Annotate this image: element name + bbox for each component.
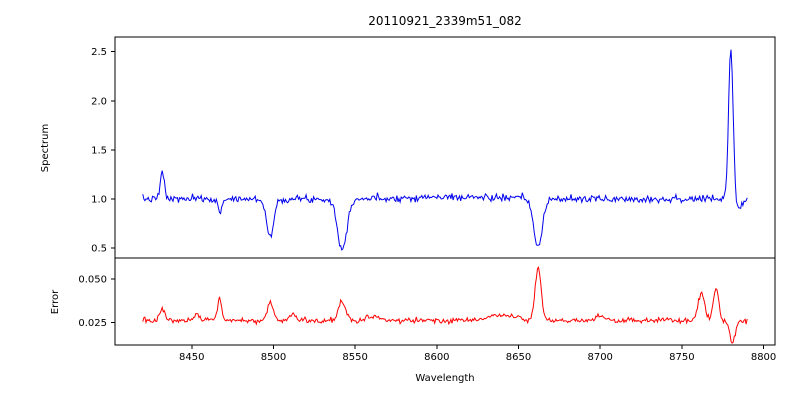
y-axis-label-spectrum: Spectrum [40,124,51,172]
chart-title: 20110921_2339m51_082 [368,14,521,28]
y-tick-label-spectrum: 2.0 [91,96,107,107]
x-tick-label: 8500 [261,352,286,363]
panel-border-spectrum [114,36,776,259]
y-tick-label-error: 0.025 [78,318,107,329]
x-tick-label: 8750 [669,352,694,363]
y-tick-label-error: 0.050 [78,274,107,285]
x-tick-label: 8450 [179,352,204,363]
x-tick-label: 8650 [506,352,531,363]
error-level-line [142,266,748,344]
spectrum-flux-line [142,49,748,251]
y-tick-label-spectrum: 1.0 [91,195,107,206]
y-tick-label-spectrum: 1.5 [91,145,107,156]
x-tick-label: 8700 [587,352,612,363]
x-tick-label: 8600 [424,352,449,363]
x-tick-label: 8800 [751,352,776,363]
panel-border-error [114,257,776,346]
plot-area: 0.5 1.0 1.5 2.0 2.5 0.025 0.050 8450 8500 8550 860… [78,36,776,363]
y-tick-label-spectrum: 2.5 [91,47,107,58]
x-tick-label: 8550 [342,352,367,363]
y-axis-label-error: Error [50,289,61,314]
y-tick-label-spectrum: 0.5 [91,244,107,255]
x-axis-label: Wavelength [415,373,474,384]
